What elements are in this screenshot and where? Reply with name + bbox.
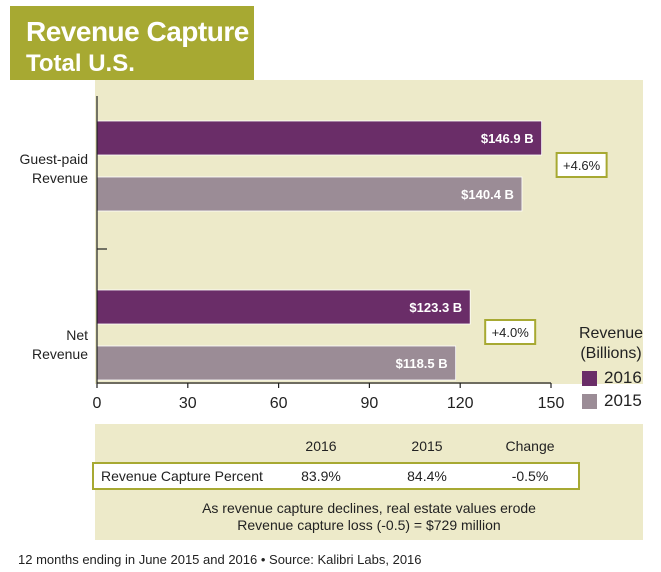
table-cell-2015: 84.4% <box>407 468 447 484</box>
x-tick-label: 60 <box>270 395 288 412</box>
table-header-change: Change <box>505 438 555 454</box>
x-tick-label: 120 <box>447 395 474 412</box>
table-row-label: Revenue Capture Percent <box>101 468 263 484</box>
x-tick-label: 0 <box>93 395 102 412</box>
x-tick-label: 30 <box>179 395 197 412</box>
note-line-2: Revenue capture loss (-0.5) = $729 milli… <box>237 517 501 533</box>
change-box <box>484 319 537 345</box>
bar <box>96 120 543 156</box>
table-row <box>92 462 580 490</box>
change-label: +4.0% <box>492 325 530 340</box>
chart-title: Revenue Capture <box>26 16 249 47</box>
category-label-net: Net Revenue <box>10 326 88 364</box>
change-box <box>555 152 608 178</box>
chart-subtitle: Total U.S. <box>26 50 135 77</box>
legend-label-2016: 2016 <box>604 368 642 387</box>
category-label-line: Guest-paid <box>19 151 88 167</box>
legend-label-2015: 2015 <box>604 391 642 410</box>
bar-value-label: $140.4 B <box>461 187 514 202</box>
legend-title: Revenue (Billions) <box>576 324 646 364</box>
category-label-line: Net <box>66 327 88 343</box>
note-line-1: As revenue capture declines, real estate… <box>202 500 536 516</box>
source-footer: 12 months ending in June 2015 and 2016 •… <box>18 552 422 567</box>
table-cell-change: -0.5% <box>511 468 549 484</box>
legend-title-line: Revenue <box>578 325 644 342</box>
change-label: +4.6% <box>563 158 601 173</box>
category-label-line: Revenue <box>31 170 88 186</box>
x-tick-label: 90 <box>361 395 379 412</box>
legend-swatch-2015 <box>582 394 597 409</box>
bar <box>96 289 471 325</box>
category-label-guest-paid: Guest-paid Revenue <box>10 150 88 188</box>
table-cell-2016: 83.9% <box>301 468 341 484</box>
title-box: Revenue Capture Total U.S. <box>10 6 254 80</box>
table-header-2016: 2016 <box>305 438 337 454</box>
legend-title-line: (Billions) <box>580 345 642 362</box>
category-label-line: Revenue <box>31 346 88 362</box>
bar <box>96 176 523 212</box>
bar <box>96 345 457 381</box>
legend-swatch-2016 <box>582 371 597 386</box>
bar-value-label: $123.3 B <box>409 300 462 315</box>
table-header-2015: 2015 <box>411 438 443 454</box>
x-tick-label: 150 <box>538 395 565 412</box>
bar-value-label: $146.9 B <box>481 131 534 146</box>
bar-value-label: $118.5 B <box>396 356 448 371</box>
